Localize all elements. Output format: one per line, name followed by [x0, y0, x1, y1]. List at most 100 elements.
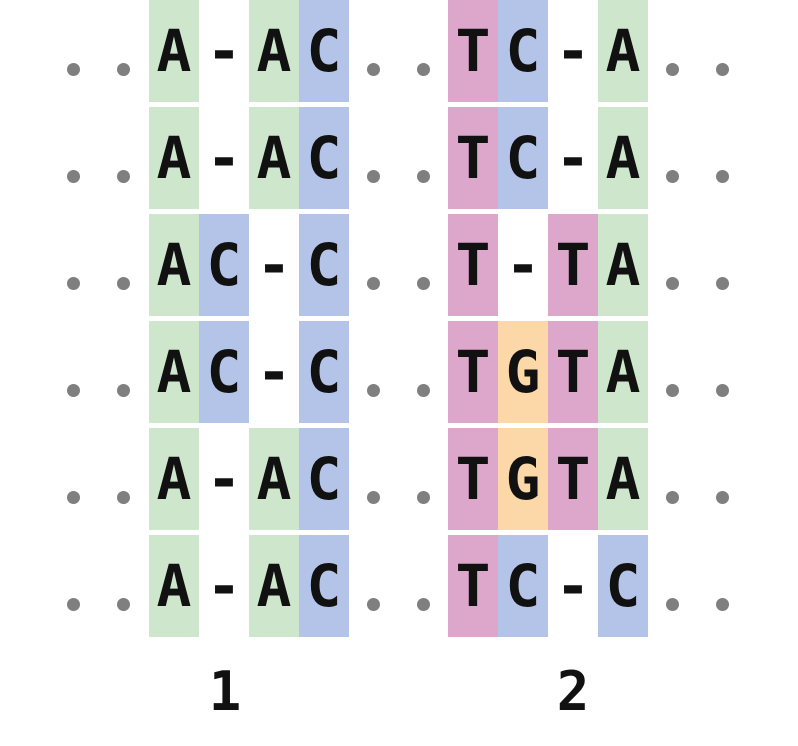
residue-letter: A — [605, 231, 641, 299]
alignment-cell: C — [299, 107, 349, 209]
alignment-cell: - — [548, 0, 598, 102]
residue-letter: T — [455, 124, 491, 192]
alignment-cell: A — [149, 107, 199, 209]
ellipsis-dot — [666, 63, 679, 76]
ellipsis-dot — [716, 63, 729, 76]
residue-letter: - — [555, 552, 591, 620]
alignment-cell: A — [598, 321, 648, 423]
alignment-cell: C — [598, 535, 648, 637]
residue-letter: A — [605, 445, 641, 513]
alignment-cell: - — [548, 535, 598, 637]
ellipsis-dot — [367, 277, 380, 290]
residue-letter: T — [455, 338, 491, 406]
ellipsis-dot — [417, 63, 430, 76]
alignment-cell: C — [299, 214, 349, 316]
residue-letter: - — [256, 231, 292, 299]
residue-letter: A — [605, 338, 641, 406]
ellipsis-dot — [666, 598, 679, 611]
alignment-cell: C — [299, 428, 349, 530]
residue-letter: - — [206, 124, 242, 192]
ellipsis-dot — [117, 598, 130, 611]
residue-letter: A — [156, 552, 192, 620]
alignment-cell: A — [249, 107, 299, 209]
ellipsis-dot — [367, 598, 380, 611]
residue-letter: C — [306, 552, 342, 620]
residue-letter: C — [505, 17, 541, 85]
residue-letter: C — [306, 338, 342, 406]
residue-letter: C — [306, 445, 342, 513]
ellipsis-dot — [367, 63, 380, 76]
residue-letter: - — [206, 552, 242, 620]
alignment-cell: - — [199, 107, 249, 209]
block-label: 2 — [556, 660, 590, 723]
ellipsis-dot — [67, 170, 80, 183]
residue-letter: - — [505, 231, 541, 299]
ellipsis-dot — [716, 491, 729, 504]
alignment-cell: A — [149, 535, 199, 637]
ellipsis-dot — [67, 277, 80, 290]
alignment-cell: A — [149, 428, 199, 530]
residue-letter: A — [256, 445, 292, 513]
alignment-cell: A — [149, 214, 199, 316]
alignment-cell: A — [149, 0, 199, 102]
residue-letter: C — [505, 124, 541, 192]
ellipsis-dot — [417, 598, 430, 611]
block-label: 1 — [208, 660, 242, 723]
ellipsis-dot — [117, 491, 130, 504]
residue-letter: A — [256, 124, 292, 192]
residue-letter: A — [156, 231, 192, 299]
alignment-cell: - — [199, 0, 249, 102]
residue-letter: - — [206, 445, 242, 513]
residue-letter: C — [306, 231, 342, 299]
residue-letter: A — [605, 124, 641, 192]
ellipsis-dot — [367, 384, 380, 397]
alignment-cell: - — [498, 214, 548, 316]
residue-letter: A — [256, 17, 292, 85]
alignment-cell: T — [548, 321, 598, 423]
alignment-cell: C — [299, 321, 349, 423]
ellipsis-dot — [67, 491, 80, 504]
alignment-cell: C — [299, 535, 349, 637]
residue-letter: A — [605, 17, 641, 85]
residue-letter: T — [555, 338, 591, 406]
alignment-cell: - — [199, 535, 249, 637]
alignment-cell: - — [249, 321, 299, 423]
residue-letter: C — [505, 552, 541, 620]
alignment-cell: G — [498, 428, 548, 530]
alignment-cell: - — [249, 214, 299, 316]
alignment-cell: C — [498, 0, 548, 102]
alignment-cell: T — [448, 214, 498, 316]
ellipsis-dot — [666, 384, 679, 397]
ellipsis-dot — [417, 170, 430, 183]
alignment-cell: C — [299, 0, 349, 102]
residue-letter: T — [555, 445, 591, 513]
ellipsis-dot — [117, 277, 130, 290]
ellipsis-dot — [117, 63, 130, 76]
alignment-cell: T — [448, 428, 498, 530]
residue-letter: G — [505, 445, 541, 513]
alignment-cell: - — [548, 107, 598, 209]
alignment-cell: C — [199, 214, 249, 316]
ellipsis-dot — [716, 598, 729, 611]
residue-letter: T — [455, 231, 491, 299]
residue-letter: - — [256, 338, 292, 406]
alignment-cell: G — [498, 321, 548, 423]
alignment-cell: A — [149, 321, 199, 423]
residue-letter: A — [156, 124, 192, 192]
residue-letter: G — [505, 338, 541, 406]
alignment-cell: T — [448, 321, 498, 423]
alignment-cell: C — [498, 107, 548, 209]
alignment-cell: A — [598, 428, 648, 530]
ellipsis-dot — [716, 170, 729, 183]
ellipsis-dot — [716, 384, 729, 397]
residue-letter: C — [605, 552, 641, 620]
ellipsis-dot — [417, 384, 430, 397]
residue-letter: A — [256, 552, 292, 620]
residue-letter: C — [306, 17, 342, 85]
alignment-cell: T — [548, 428, 598, 530]
alignment-cell: - — [199, 428, 249, 530]
ellipsis-dot — [67, 63, 80, 76]
residue-letter: - — [555, 17, 591, 85]
residue-letter: A — [156, 338, 192, 406]
